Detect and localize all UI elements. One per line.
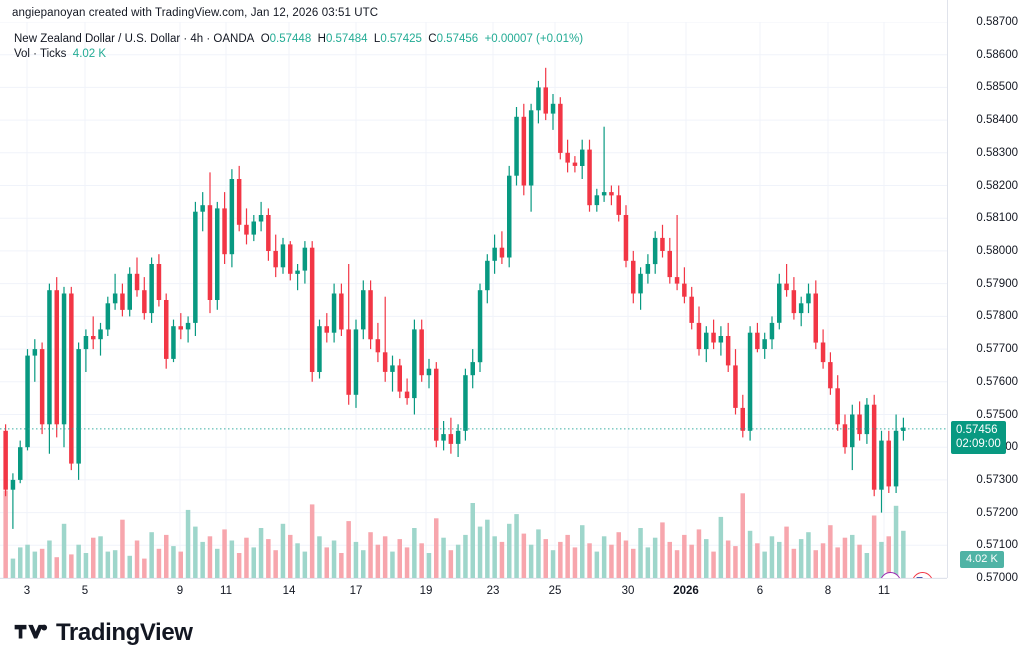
price-tick: 0.57200 <box>976 506 1018 519</box>
chart-pane[interactable]: New Zealand Dollar / U.S. Dollar · 4h · … <box>0 22 947 578</box>
volume-badge[interactable]: 4.02 K <box>960 551 1004 568</box>
footer: TradingView <box>0 604 1024 661</box>
time-tick: 6 <box>756 585 764 597</box>
price-tick: 0.57700 <box>976 343 1018 356</box>
attribution-text: angiepanoyan created with TradingView.co… <box>12 7 379 19</box>
current-price-badge[interactable]: 0.57456 02:09:00 <box>951 420 1006 454</box>
tradingview-mark-icon <box>14 624 48 638</box>
time-tick: 5 <box>81 585 89 597</box>
price-tick: 0.58500 <box>976 81 1018 94</box>
time-tick: 23 <box>486 585 500 597</box>
time-tick: 2026 <box>673 585 699 597</box>
price-tick: 0.58100 <box>976 212 1018 225</box>
time-tick: 11 <box>878 585 890 597</box>
tradingview-logo: TradingView <box>14 619 193 647</box>
price-tick: 0.58400 <box>976 114 1018 127</box>
time-tick: 14 <box>282 585 296 597</box>
price-tick: 0.58700 <box>976 16 1018 28</box>
price-tick: 0.57100 <box>976 539 1018 552</box>
current-price-value: 0.57456 <box>956 423 998 436</box>
price-tick: 0.58300 <box>976 146 1018 159</box>
time-tick: 8 <box>824 585 832 597</box>
time-tick: 11 <box>220 585 232 597</box>
time-tick: 3 <box>23 585 31 597</box>
time-tick: 30 <box>621 585 635 597</box>
price-axis[interactable]: 0.58700 0.58600 0.58500 0.58400 0.58300 0.582… <box>947 0 1024 584</box>
price-tick: 0.57300 <box>976 473 1018 486</box>
candlestick-series <box>0 67 947 578</box>
price-tick: 0.58000 <box>976 244 1018 257</box>
time-tick: 17 <box>349 585 363 597</box>
price-tick: 0.58200 <box>976 179 1018 192</box>
price-tick: 0.57600 <box>976 375 1018 388</box>
price-tick: 0.57000 <box>976 572 1018 584</box>
pane-corner-icons <box>880 572 933 578</box>
time-axis[interactable]: 3 5 9 11 14 17 19 23 25 30 2026 6 8 11 <box>0 578 947 604</box>
price-tick: 0.57800 <box>976 310 1018 323</box>
time-tick: 9 <box>176 585 184 597</box>
time-tick: 25 <box>548 585 562 597</box>
tradingview-wordmark: TradingView <box>56 618 193 646</box>
chart-grid <box>0 22 947 578</box>
time-tick: 19 <box>419 585 433 597</box>
price-tick: 0.58600 <box>976 48 1018 61</box>
current-time-value: 02:09:00 <box>956 437 1001 450</box>
price-tick: 0.57900 <box>976 277 1018 290</box>
price-tick: 0.57500 <box>976 408 1018 421</box>
